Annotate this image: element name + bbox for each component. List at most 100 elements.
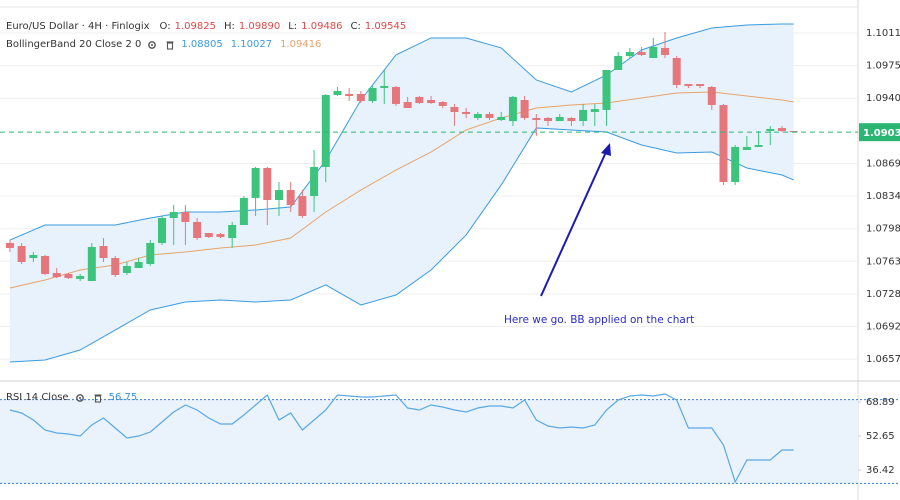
- candle-body: [766, 128, 775, 131]
- candle-body: [789, 130, 798, 132]
- candle-body: [87, 246, 96, 282]
- candle-body: [391, 86, 400, 104]
- candle-body: [239, 197, 248, 225]
- candle-body: [17, 246, 26, 262]
- candle-body: [263, 167, 272, 200]
- candle-body: [134, 261, 143, 268]
- candle-body: [321, 95, 330, 167]
- candle-body: [29, 254, 38, 259]
- candle-body: [742, 146, 751, 150]
- candle-body: [216, 234, 225, 237]
- symbol-title: Euro/US Dollar · 4H · Finlogix: [6, 21, 150, 32]
- band-line: [9, 23, 794, 241]
- indicator-value: 1.09416: [280, 39, 322, 50]
- candle-body: [520, 99, 529, 118]
- y-tick-label: 68.89: [866, 397, 895, 408]
- candle-body: [637, 52, 646, 55]
- y-tick-label: 1.10110: [866, 28, 900, 39]
- annotation: Here we go. BB applied on the chart: [504, 314, 694, 326]
- candle-body: [497, 116, 506, 121]
- last-price-label: 1.09035: [863, 128, 900, 139]
- ohlc-label: L:: [288, 21, 298, 32]
- y-tick-label: 1.07989: [866, 224, 900, 235]
- y-tick-label: 1.08343: [866, 191, 900, 202]
- indicator-title: BollingerBand 20 Close 2 0: [6, 39, 142, 50]
- y-tick-label: 52.65: [866, 431, 895, 442]
- candle-body: [625, 52, 634, 56]
- candle-body: [696, 84, 705, 86]
- ohlc-value: 1.09825: [174, 21, 216, 32]
- y-tick-label: 1.08696: [866, 158, 900, 169]
- indicator-value: 1.10027: [230, 39, 273, 50]
- candle-body: [415, 96, 424, 104]
- last-price-box: [859, 123, 900, 142]
- y-tick-label: 1.07636: [866, 256, 900, 267]
- candle-body: [684, 84, 693, 86]
- rsi-header: RSI 14 Close 56.75: [6, 392, 137, 403]
- ohlc-label: C:: [350, 21, 361, 32]
- delete-icon[interactable]: [93, 393, 103, 403]
- candle-body: [614, 55, 623, 70]
- ohlc-label: O:: [159, 21, 171, 32]
- annotation-arrow: [540, 151, 607, 297]
- candle-body: [508, 96, 517, 122]
- candle-body: [298, 196, 307, 216]
- candle-body: [76, 276, 85, 279]
- ohlc-value: 1.09486: [301, 21, 343, 32]
- candle-body: [567, 117, 576, 122]
- candle-body: [333, 90, 342, 96]
- candle-body: [345, 93, 354, 97]
- candle-body: [649, 46, 658, 59]
- annotation-arrowhead: [601, 143, 611, 156]
- delete-icon[interactable]: [165, 40, 175, 50]
- candle-body: [403, 102, 412, 109]
- candle-body: [368, 87, 377, 101]
- candle-body: [181, 211, 190, 222]
- candle-body: [450, 106, 459, 112]
- candle-body: [64, 273, 73, 279]
- band-fill: [9, 23, 794, 363]
- candle-body: [193, 221, 202, 239]
- y-tick-label: 1.07282: [866, 289, 900, 300]
- candle-body: [122, 265, 131, 273]
- candle-body: [5, 242, 14, 248]
- candle-body: [286, 190, 295, 205]
- settings-icon[interactable]: [75, 393, 85, 403]
- candle-body: [462, 111, 471, 115]
- candle-body: [356, 93, 365, 101]
- rsi-value: 56.75: [108, 392, 138, 403]
- candle-body: [485, 114, 494, 118]
- candle-body: [707, 86, 716, 105]
- candle-body: [719, 104, 728, 183]
- candle-body: [438, 102, 447, 106]
- settings-icon[interactable]: [147, 40, 157, 50]
- candle-body: [473, 114, 482, 118]
- rsi-title: RSI 14 Close: [6, 392, 69, 403]
- band-line: [9, 91, 794, 289]
- candle-body: [579, 109, 588, 122]
- candle-body: [146, 242, 155, 265]
- y-tick-label: 1.06929: [866, 321, 900, 332]
- candle-body: [169, 211, 178, 218]
- candle-body: [427, 99, 436, 104]
- candle-body: [672, 58, 681, 85]
- candle-body: [52, 272, 61, 278]
- rsi-line: [9, 393, 794, 484]
- ohlc-value: 1.09545: [364, 21, 407, 32]
- candle-body: [731, 146, 740, 183]
- level-fill: [0, 399, 858, 484]
- candle-body: [99, 246, 108, 259]
- candle-body: [41, 256, 50, 274]
- candle-body: [660, 47, 669, 55]
- candle-body: [590, 109, 599, 112]
- candle-body: [544, 117, 553, 122]
- y-tick-label: 36.42: [866, 465, 895, 476]
- y-tick-label: 1.09757: [866, 61, 900, 72]
- candle-body: [754, 145, 763, 147]
- candle-body: [111, 258, 120, 276]
- indicator-value: 1.08805: [181, 39, 223, 50]
- candle-body: [532, 117, 541, 121]
- indicator-header: BollingerBand 20 Close 2 0 1.08805 1.1002…: [6, 39, 325, 50]
